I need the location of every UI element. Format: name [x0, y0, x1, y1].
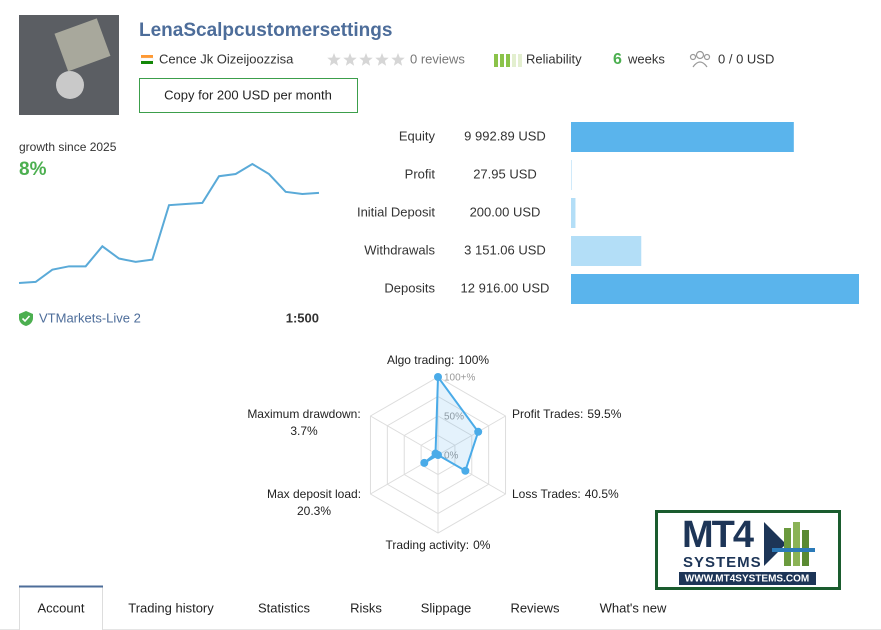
- radar-label-value: 0%: [473, 538, 491, 552]
- stat-bar: [571, 122, 794, 152]
- radar-label: Profit Trades: 59.5%: [512, 407, 622, 421]
- radar-label: Algo trading: 100%: [387, 353, 489, 367]
- stat-bar: [571, 236, 642, 266]
- stat-name: Withdrawals: [364, 242, 435, 257]
- flag: [140, 55, 154, 64]
- avatar-detail: [56, 71, 84, 99]
- star: [343, 53, 357, 66]
- stat-name: Deposits: [384, 280, 435, 295]
- stat-name: Equity: [399, 128, 436, 143]
- title[interactable]: LenaScalpcustomersettings: [139, 20, 392, 41]
- radar-tick-label: 100+%: [444, 373, 476, 384]
- reliability: Reliability: [526, 51, 582, 66]
- duration-unit: weeks: [627, 51, 665, 66]
- radar-label-value: 20.3%: [297, 504, 331, 518]
- logo-url: WWW.MT4SYSTEMS.COM: [685, 574, 809, 585]
- radar-label-value: 3.7%: [290, 424, 318, 438]
- stat-value: 27.95 USD: [473, 166, 537, 181]
- stat-value: 200.00 USD: [470, 204, 541, 219]
- tab[interactable]: Statistics: [258, 600, 311, 615]
- radar-label-value: 40.5%: [585, 487, 619, 501]
- star: [327, 53, 341, 66]
- radar-tick-label: 50%: [444, 412, 464, 423]
- subscribers-icon: [689, 50, 711, 68]
- radar-tick-label: 0%: [444, 451, 459, 462]
- tab[interactable]: What's new: [600, 600, 667, 615]
- stat-name: Profit: [405, 166, 436, 181]
- author[interactable]: Cence Jk Oizeijoozzisa: [159, 51, 294, 66]
- logo-strip: [679, 572, 816, 585]
- duration: 6: [613, 51, 622, 68]
- logo-icon: [764, 522, 815, 566]
- radar-label-value: 59.5%: [587, 407, 621, 421]
- avatar-detail: [54, 18, 111, 72]
- radar-label-name: Maximum drawdown:: [247, 407, 360, 421]
- star: [359, 53, 373, 66]
- radar-label-name: Trading activity:: [386, 538, 470, 552]
- stat-name: Initial Deposit: [357, 204, 435, 219]
- broker[interactable]: VTMarkets-Live 2: [39, 310, 141, 325]
- stat-bar: [571, 198, 576, 228]
- radar-label-name: Max deposit load:: [267, 487, 361, 501]
- tab[interactable]: Trading history: [128, 600, 214, 615]
- stat-value: 12 916.00 USD: [461, 280, 550, 295]
- copy-button[interactable]: [139, 78, 358, 113]
- subscribers: 0 / 0 USD: [718, 51, 774, 66]
- logo-word: SYSTEMS: [683, 554, 762, 571]
- radar-point: [431, 449, 440, 458]
- tab[interactable]: Account: [38, 600, 85, 615]
- stat-value: 9 992.89 USD: [464, 128, 546, 143]
- copy-button-label[interactable]: Copy for 200 USD per month: [164, 87, 332, 102]
- radar-label: Trading activity: 0%: [386, 538, 491, 552]
- radar-area: [423, 374, 480, 473]
- broker-icon: [19, 311, 33, 326]
- tab[interactable]: Reviews: [510, 600, 560, 615]
- star: [375, 53, 389, 66]
- stat-value: 3 151.06 USD: [464, 242, 546, 257]
- radar-point: [434, 373, 442, 381]
- radar-point: [474, 427, 483, 436]
- radar-label-name: Algo trading:: [387, 353, 454, 367]
- logo-brand: MT4: [682, 514, 754, 556]
- radar-label: Loss Trades: 40.5%: [512, 487, 619, 501]
- radar-point: [420, 458, 429, 467]
- growth-line: [18, 162, 320, 284]
- stat-bar: [571, 160, 572, 190]
- reliability-icon: [494, 54, 522, 67]
- tab[interactable]: Risks: [350, 600, 382, 615]
- star: [391, 53, 405, 66]
- tab[interactable]: Slippage: [421, 600, 472, 615]
- radar-spoke: [370, 415, 439, 456]
- stat-bar: [571, 274, 859, 304]
- rating-stars: [327, 53, 405, 66]
- radar-label-name: Profit Trades:: [512, 407, 583, 421]
- radar-label: Max deposit load: 20.3%: [267, 487, 361, 518]
- leverage: 1:500: [286, 310, 319, 325]
- radar-label-name: Loss Trades:: [512, 487, 581, 501]
- reviews[interactable]: 0 reviews: [410, 51, 465, 66]
- radar-label: Maximum drawdown: 3.7%: [247, 407, 360, 438]
- radar-point: [461, 466, 470, 475]
- growth-value: 8%: [19, 159, 47, 180]
- growth-label: growth since 2025: [19, 140, 117, 154]
- radar-spoke: [437, 415, 506, 456]
- radar-label-value: 100%: [458, 353, 489, 367]
